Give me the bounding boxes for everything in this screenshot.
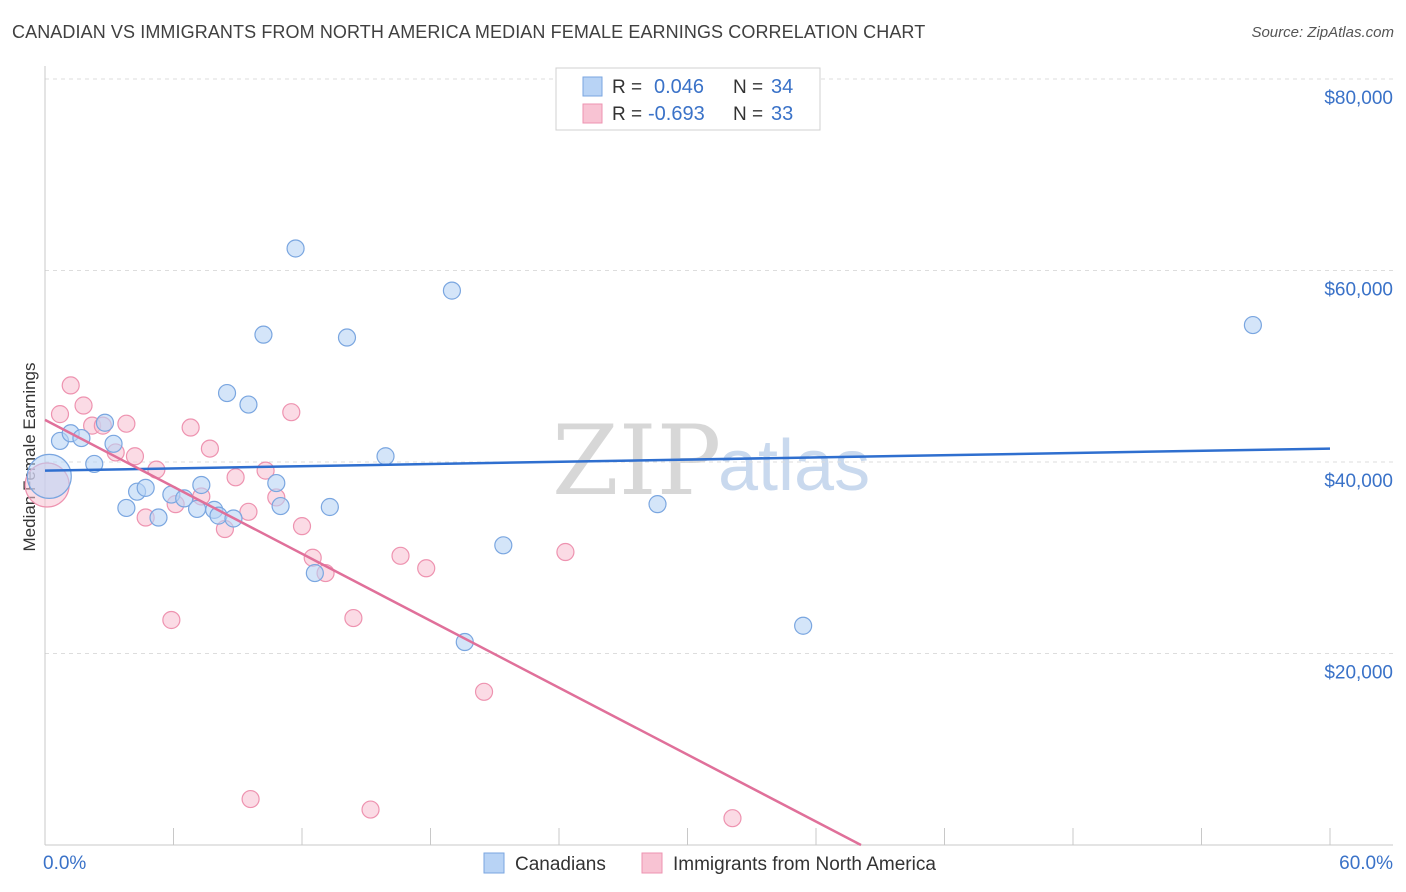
y-tick-label-1: $40,000 <box>1324 471 1393 492</box>
canadians-point-10 <box>149 508 168 527</box>
canadians-points <box>26 239 1263 652</box>
source-credit: Source: ZipAtlas.com <box>1251 24 1394 41</box>
canadians-point-20 <box>254 325 273 344</box>
legend-n-label-canadians: N = <box>733 77 763 98</box>
canadians-point-24 <box>305 563 324 583</box>
legend-n-value-canadians: 34 <box>771 76 793 98</box>
series-legend-label-canadians: Canadians <box>515 854 606 875</box>
immigrants-point-17 <box>226 468 245 487</box>
canadians-point-21 <box>267 473 286 493</box>
y-tick-label-2: $60,000 <box>1324 280 1393 301</box>
immigrants-point-2 <box>61 376 80 395</box>
legend-r-value-canadians: 0.046 <box>654 76 704 98</box>
trend-lines <box>44 418 1331 847</box>
canadians-point-0 <box>26 453 72 499</box>
immigrants-point-30 <box>474 682 494 701</box>
immigrants-trend-line <box>44 418 862 847</box>
chart-title: CANADIAN VS IMMIGRANTS FROM NORTH AMERIC… <box>12 22 926 42</box>
canadians-trend-line <box>44 447 1331 472</box>
legend-n-value-immigrants: 33 <box>771 103 793 125</box>
canadians-point-32 <box>794 616 813 635</box>
canadians-point-5 <box>95 413 115 432</box>
x-tick-label-min: 0.0% <box>43 853 86 874</box>
canadians-point-9 <box>136 478 155 497</box>
canadians-point-22 <box>271 496 290 516</box>
canadians-point-26 <box>337 328 357 347</box>
immigrants-point-28 <box>391 546 410 565</box>
canadians-point-6 <box>104 434 123 453</box>
canadians-point-33 <box>1243 315 1263 335</box>
watermark-atlas: atlas <box>718 426 870 506</box>
immigrants-point-1 <box>50 405 70 424</box>
correlation-legend: R = 0.046 N = 34 R = -0.693 N = 33 <box>555 67 821 131</box>
y-tick-label-3: $80,000 <box>1324 88 1393 109</box>
canadians-point-19 <box>239 395 258 414</box>
canadians-point-23 <box>286 239 305 258</box>
series-legend-label-immigrants: Immigrants from North America <box>673 854 936 875</box>
immigrants-point-3 <box>74 396 93 415</box>
canadians-point-4 <box>85 454 104 474</box>
series-legend-swatch-canadians <box>483 852 505 874</box>
canadians-point-7 <box>117 498 136 518</box>
immigrants-point-19 <box>241 789 260 809</box>
gridlines <box>45 78 1393 654</box>
canadians-point-30 <box>494 536 513 555</box>
immigrants-point-18 <box>239 502 258 521</box>
legend-swatch-canadians <box>582 76 603 97</box>
legend-r-value-immigrants: -0.693 <box>648 103 705 125</box>
legend-swatch-immigrants <box>582 103 603 124</box>
series-legend: Canadians Immigrants from North America <box>483 852 936 875</box>
immigrants-point-8 <box>125 447 145 466</box>
immigrants-point-22 <box>282 403 301 422</box>
canadians-point-25 <box>320 497 339 517</box>
x-tick-label-max: 60.0% <box>1339 853 1393 874</box>
legend-n-label-immigrants: N = <box>733 104 763 125</box>
y-axis-title: Median Female Earnings <box>20 363 39 552</box>
immigrants-point-7 <box>117 414 136 433</box>
canadians-point-31 <box>648 495 667 514</box>
legend-r-label-immigrants: R = <box>612 104 642 125</box>
canadians-point-18 <box>217 383 237 403</box>
y-tick-labels: $20,000 $40,000 $60,000 $80,000 <box>1324 88 1393 684</box>
series-legend-swatch-immigrants <box>641 852 663 874</box>
immigrants-point-32 <box>723 809 742 828</box>
immigrants-point-11 <box>162 610 181 630</box>
canadians-point-14 <box>192 475 211 495</box>
canadians-point-27 <box>376 447 395 466</box>
y-tick-label-0: $20,000 <box>1324 663 1393 684</box>
immigrants-point-29 <box>417 559 436 578</box>
immigrants-point-15 <box>200 439 220 458</box>
immigrants-point-31 <box>556 542 575 562</box>
immigrants-point-27 <box>361 800 380 819</box>
immigrants-point-23 <box>292 517 312 536</box>
x-tick-labels: 0.0% 60.0% <box>43 853 1393 874</box>
immigrants-point-26 <box>344 608 363 628</box>
canadians-point-28 <box>442 281 462 300</box>
immigrants-point-13 <box>181 418 200 437</box>
legend-r-label-canadians: R = <box>612 77 642 98</box>
